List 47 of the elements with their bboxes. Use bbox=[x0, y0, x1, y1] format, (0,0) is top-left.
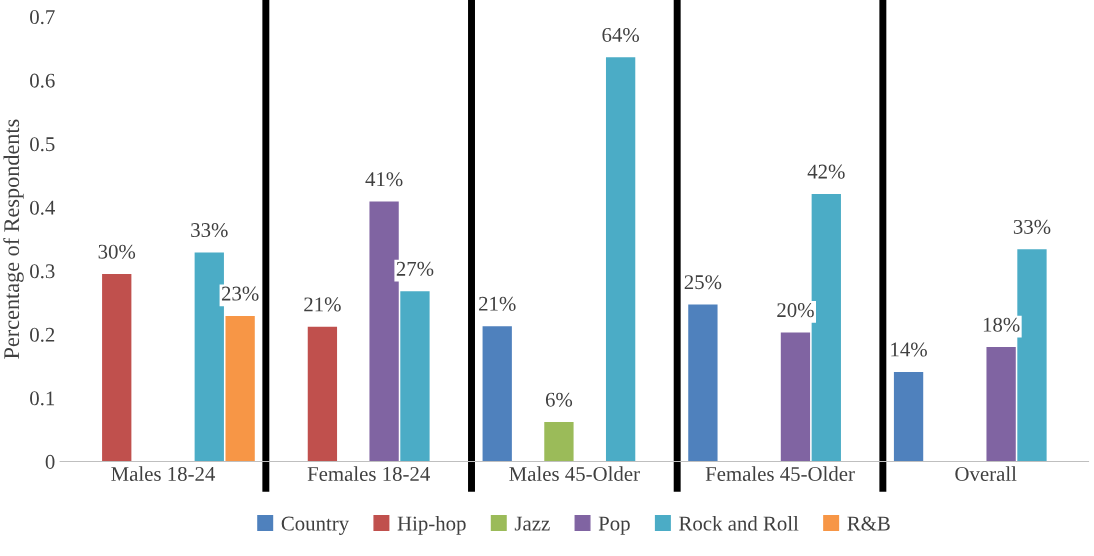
legend-label: Pop bbox=[598, 516, 630, 535]
data-label: 64% bbox=[602, 27, 640, 43]
y-tick-label: 0.4 bbox=[30, 200, 55, 215]
y-tick-label: 0.3 bbox=[30, 264, 55, 279]
data-label: 33% bbox=[1013, 219, 1051, 234]
bar bbox=[780, 332, 811, 462]
bar bbox=[688, 304, 718, 462]
data-label: 21% bbox=[304, 297, 341, 312]
bar bbox=[400, 291, 430, 462]
legend-label: Jazz bbox=[514, 516, 550, 531]
data-label: 21% bbox=[479, 296, 516, 311]
legend-label: Hip-hop bbox=[397, 515, 466, 535]
data-label: 23% bbox=[221, 286, 259, 301]
bar bbox=[482, 326, 512, 462]
legend-label: Country bbox=[281, 516, 350, 535]
bar bbox=[102, 274, 132, 462]
bar bbox=[893, 371, 924, 462]
x-tick-label: Males 18-24 bbox=[111, 466, 216, 481]
y-tick-label: 0 bbox=[45, 454, 55, 469]
legend-label: Rock and Roll bbox=[679, 515, 799, 531]
x-tick-label: Overall bbox=[955, 466, 1017, 481]
y-tick-label: 0.2 bbox=[30, 327, 55, 342]
bar bbox=[605, 57, 636, 462]
y-tick-label: 0.1 bbox=[30, 391, 55, 406]
bar bbox=[307, 326, 338, 462]
data-label: 41% bbox=[365, 172, 403, 187]
data-label: 14% bbox=[891, 342, 927, 357]
data-label: 25% bbox=[684, 275, 722, 290]
x-tick-label: Females 18-24 bbox=[307, 466, 430, 481]
data-label: 20% bbox=[777, 303, 814, 318]
bar bbox=[986, 347, 1016, 462]
bar bbox=[544, 422, 574, 462]
y-axis-title: Percentage of Respondents bbox=[3, 119, 24, 359]
bar bbox=[194, 252, 224, 462]
data-label: 6% bbox=[545, 392, 573, 407]
data-label: 42% bbox=[807, 164, 845, 179]
x-tick-label: Females 45-Older bbox=[705, 466, 855, 481]
x-tick-label: Males 45-Older bbox=[509, 466, 640, 481]
legend-label: R&B bbox=[847, 516, 890, 531]
y-tick-label: 0.5 bbox=[30, 137, 55, 152]
data-label: 18% bbox=[983, 317, 1020, 332]
bar bbox=[225, 315, 255, 462]
data-label: 27% bbox=[396, 261, 434, 276]
y-tick-label: 0.7 bbox=[30, 10, 55, 25]
y-tick-label: 0.6 bbox=[30, 73, 55, 88]
data-label: 30% bbox=[98, 244, 136, 259]
data-label: 33% bbox=[191, 223, 228, 238]
